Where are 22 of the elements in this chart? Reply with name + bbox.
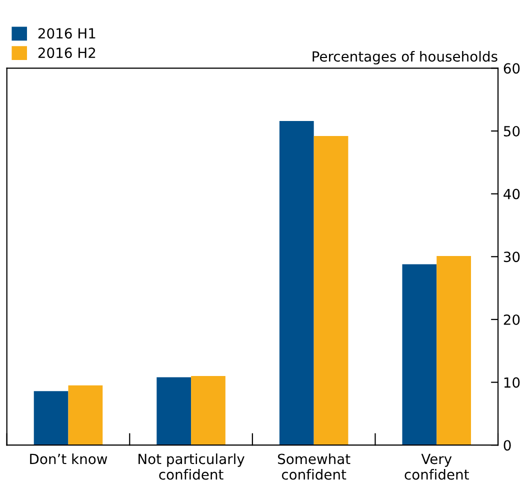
x-tick-label: Don’t know (30, 453, 108, 464)
bar (402, 264, 437, 446)
bar (436, 256, 471, 446)
bar (34, 391, 68, 446)
y-tick-label: 30 (504, 252, 520, 262)
bar (279, 120, 314, 446)
y-tick-label: 40 (504, 188, 520, 200)
y-axis-title: Percentages of households (312, 50, 498, 64)
y-tick-label: 20 (504, 314, 520, 325)
bar (191, 376, 226, 446)
y-tick-label: 60 (504, 63, 520, 74)
bar (156, 377, 192, 446)
x-tick-label: Very confident (404, 454, 469, 480)
x-tick-label: Not particularly confident (138, 453, 244, 480)
bar (68, 385, 103, 446)
legend-label: 2016 H1 (38, 28, 96, 39)
x-tick-label: Somewhat confident (278, 453, 350, 480)
y-tick-label: 10 (504, 377, 520, 388)
y-tick-label: 50 (504, 126, 520, 136)
legend-label: 2016 H2 (38, 48, 96, 58)
y-tick-label: 0 (504, 440, 511, 451)
bar (314, 136, 348, 446)
